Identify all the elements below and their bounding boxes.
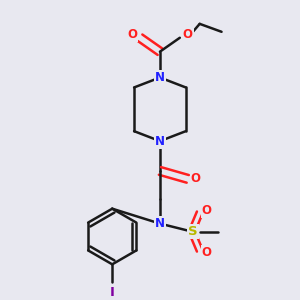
Text: O: O [202, 204, 212, 217]
Text: S: S [188, 225, 197, 238]
Text: N: N [155, 135, 165, 148]
Text: I: I [110, 286, 115, 299]
Text: O: O [183, 28, 193, 41]
Text: O: O [191, 172, 201, 185]
Text: N: N [155, 71, 165, 84]
Text: N: N [155, 217, 165, 230]
Text: O: O [202, 246, 212, 259]
Text: O: O [127, 28, 137, 41]
